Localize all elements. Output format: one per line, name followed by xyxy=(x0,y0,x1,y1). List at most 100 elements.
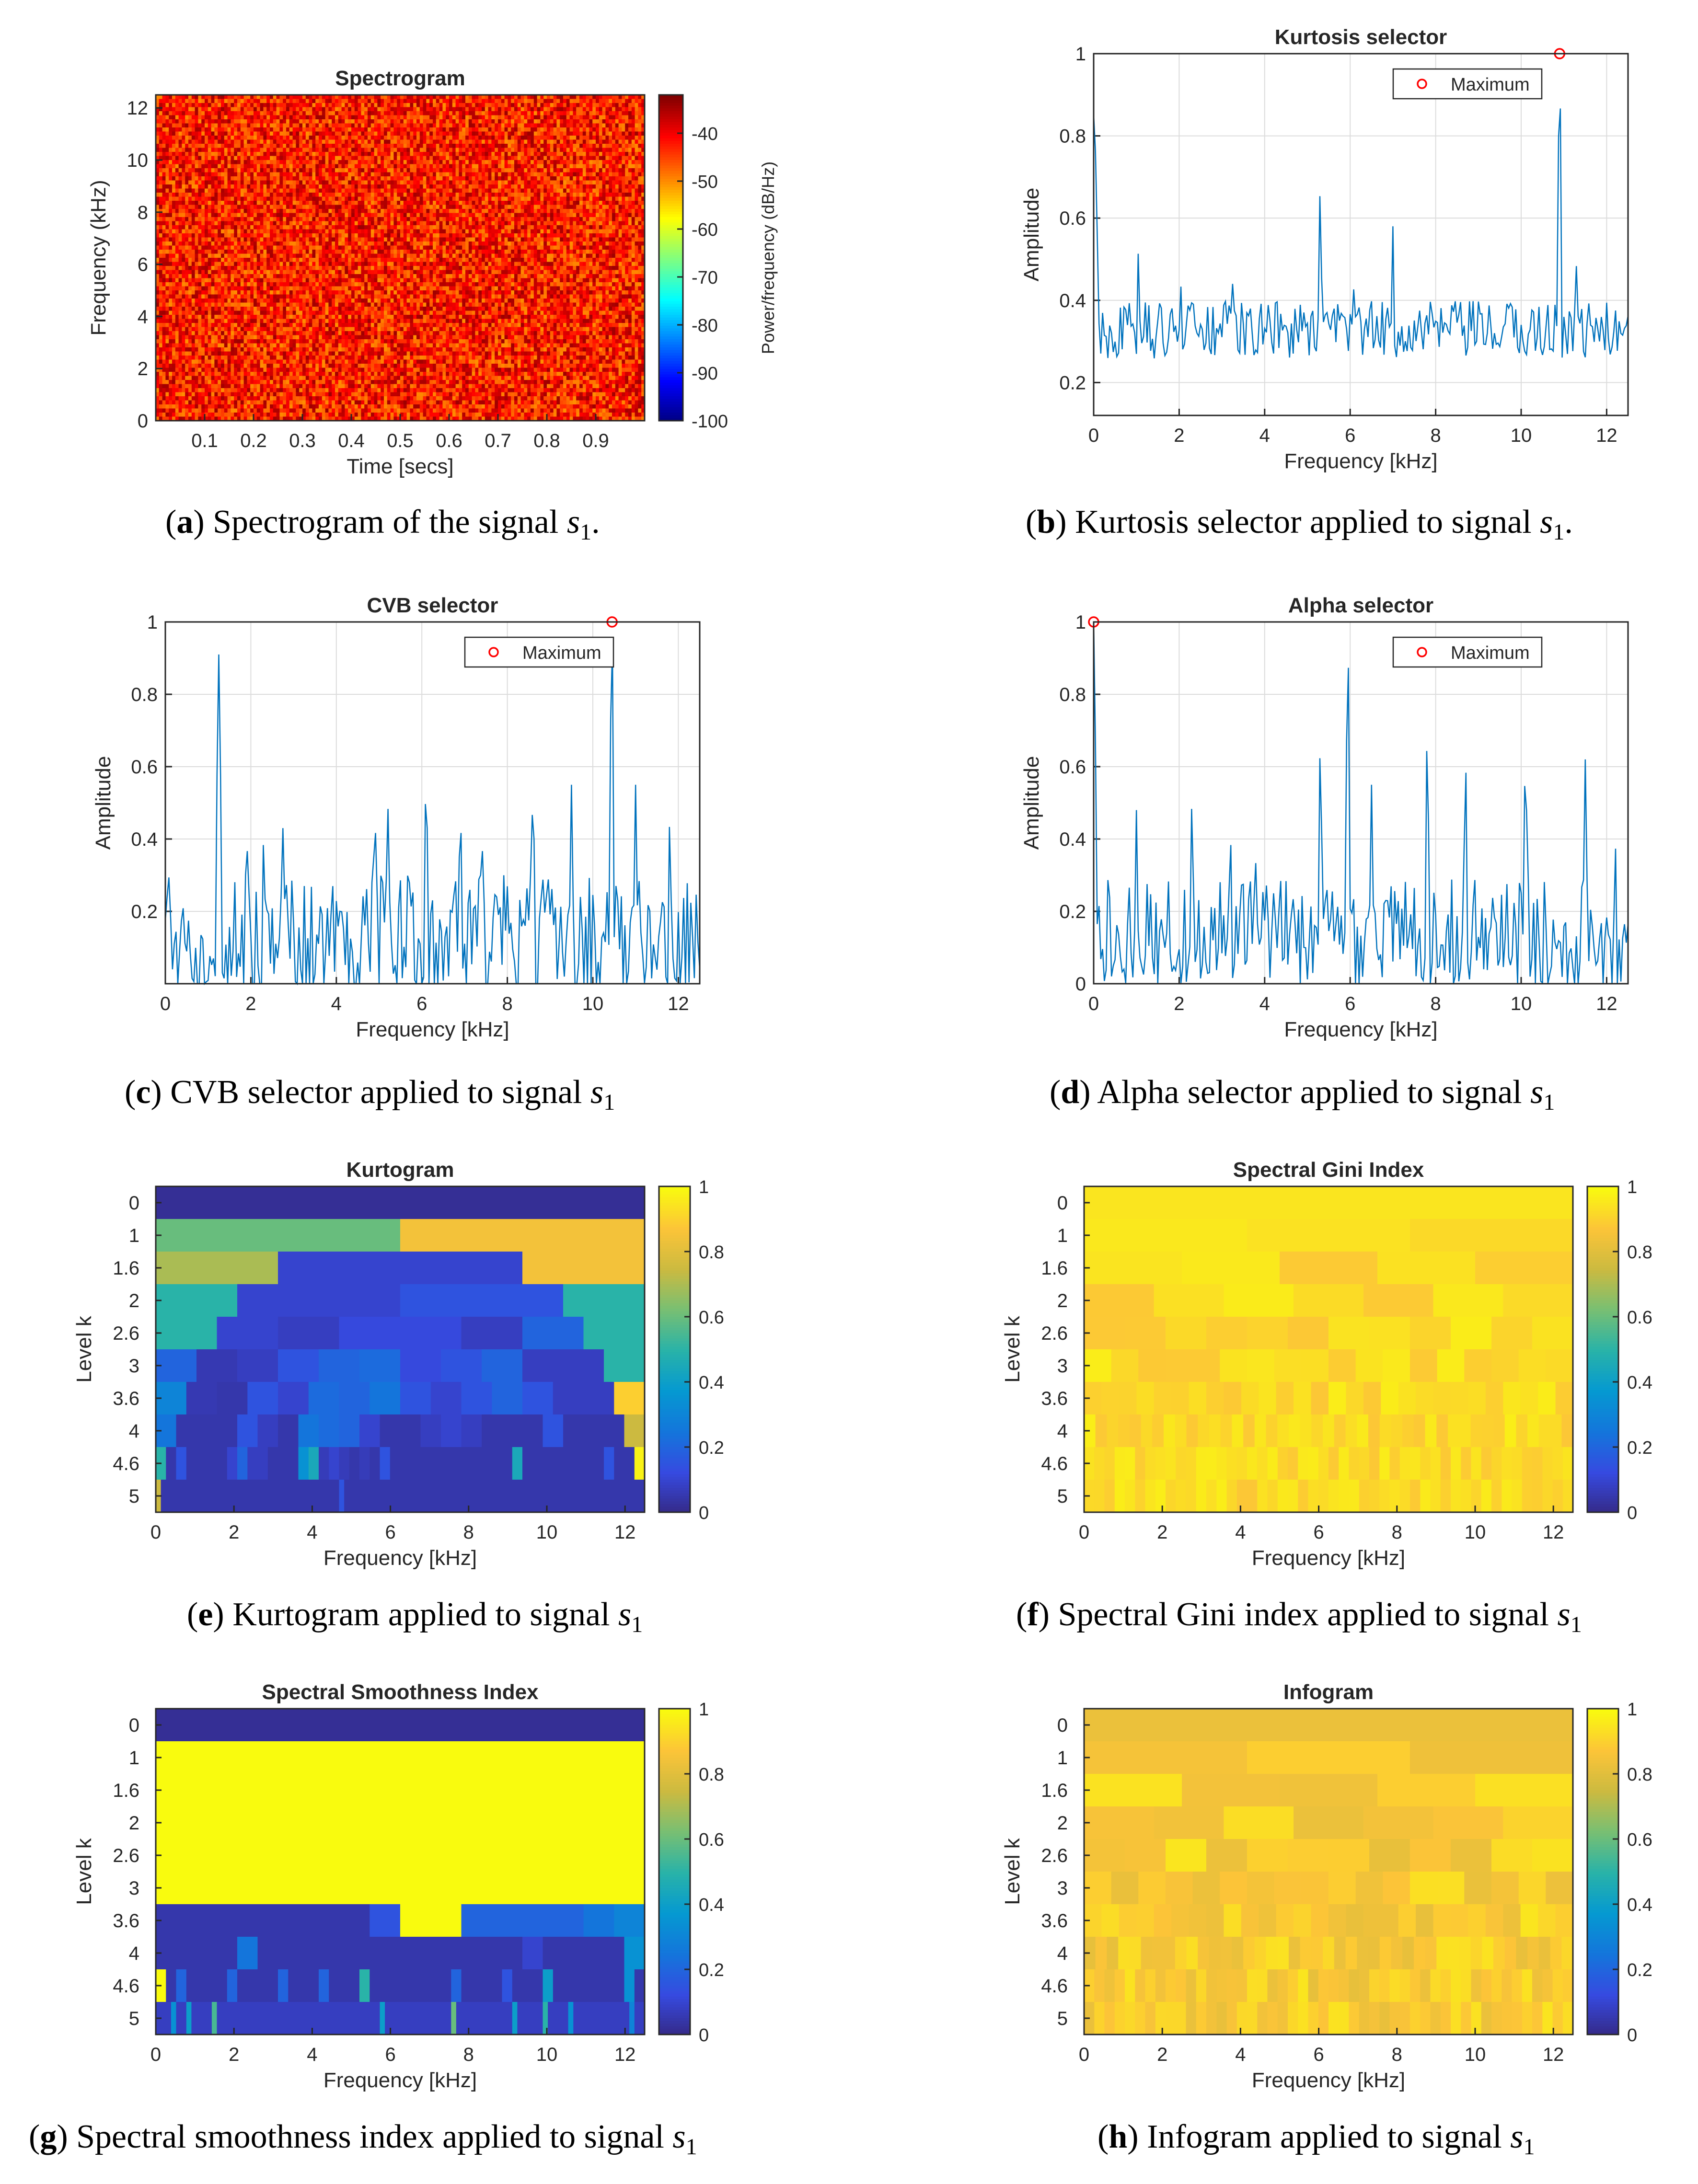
a-cell xyxy=(622,196,625,201)
a-cell xyxy=(485,144,489,149)
a-cell xyxy=(270,188,274,193)
a-cell xyxy=(527,156,531,161)
a-cell xyxy=(302,115,306,120)
a-cell xyxy=(596,196,600,201)
a-cell xyxy=(462,201,466,206)
a-cell xyxy=(387,103,391,108)
a-cell xyxy=(172,188,176,193)
a-cell xyxy=(191,184,196,189)
a-cell xyxy=(566,217,570,222)
a-cell xyxy=(364,139,368,144)
a-cell xyxy=(312,168,316,173)
a-cell xyxy=(573,107,577,112)
a-cell xyxy=(224,209,228,214)
a-cell xyxy=(338,209,342,214)
a-cell xyxy=(263,152,267,157)
a-cell xyxy=(335,111,339,116)
a-cell xyxy=(351,148,355,152)
a-cell xyxy=(381,119,384,124)
a-cell xyxy=(374,119,378,124)
a-cell xyxy=(465,164,469,169)
a-cell xyxy=(270,176,274,181)
a-cell xyxy=(511,95,515,100)
a-cell xyxy=(459,225,462,230)
a-cell xyxy=(231,127,234,132)
a-cell xyxy=(191,172,196,177)
a-cell xyxy=(302,139,306,144)
a-cell xyxy=(439,119,443,124)
a-cell xyxy=(433,193,437,197)
a-cell xyxy=(491,119,495,124)
a-cell xyxy=(256,160,261,165)
a-cell xyxy=(397,196,401,201)
a-cell xyxy=(560,168,564,173)
a-cell xyxy=(419,164,424,169)
a-cell xyxy=(524,176,528,181)
a-cell xyxy=(289,164,293,169)
a-cell xyxy=(175,107,179,112)
a-cell xyxy=(270,205,274,209)
a-cell xyxy=(201,127,205,132)
a-cell xyxy=(270,209,274,214)
a-cell xyxy=(410,168,414,173)
a-cell xyxy=(214,148,218,152)
a-cell xyxy=(351,213,355,218)
a-cell xyxy=(254,205,257,209)
a-cell xyxy=(612,99,616,103)
a-cell xyxy=(335,148,339,152)
a-cell xyxy=(296,123,300,128)
a-cell xyxy=(172,99,176,103)
a-cell xyxy=(586,111,589,116)
a-cell xyxy=(400,127,404,132)
a-cell xyxy=(520,172,524,177)
a-cell xyxy=(540,196,544,201)
a-cell xyxy=(328,188,332,193)
a-cell xyxy=(351,160,355,165)
a-cell xyxy=(419,136,424,140)
a-cell xyxy=(576,176,580,181)
a-cell xyxy=(540,193,544,197)
a-cell xyxy=(524,139,528,144)
a-cell xyxy=(517,144,521,149)
a-cell xyxy=(205,156,208,161)
a-cell xyxy=(384,127,388,132)
a-cell xyxy=(289,156,293,161)
a-cell xyxy=(423,148,427,152)
a-cell xyxy=(162,123,166,128)
a-cell xyxy=(569,123,573,128)
a-cell xyxy=(533,111,538,116)
a-cell xyxy=(302,225,306,230)
a-cell xyxy=(325,99,329,103)
a-cell xyxy=(182,193,185,197)
a-cell xyxy=(586,156,589,161)
a-cell xyxy=(439,168,443,173)
a-cell xyxy=(169,103,173,108)
a-cell xyxy=(547,103,551,108)
a-cell xyxy=(305,225,310,230)
a-cell xyxy=(309,193,312,197)
a-cell xyxy=(273,103,277,108)
a-cell xyxy=(270,115,274,120)
a-cell xyxy=(459,136,462,140)
a-cell xyxy=(488,168,492,173)
a-cell xyxy=(582,217,587,222)
a-cell xyxy=(531,148,534,152)
a-cell xyxy=(250,196,254,201)
a-cell xyxy=(159,205,163,209)
a-cell xyxy=(195,205,198,209)
a-cell xyxy=(586,205,589,209)
a-cell xyxy=(198,180,202,185)
a-cell xyxy=(165,176,169,181)
a-cell xyxy=(609,127,612,132)
a-cell xyxy=(491,209,495,214)
a-cell xyxy=(468,201,473,206)
a-cell xyxy=(227,107,231,112)
a-cell xyxy=(185,139,189,144)
a-cell xyxy=(243,127,247,132)
a-cell xyxy=(266,180,270,185)
a-cell xyxy=(508,205,511,209)
a-cell xyxy=(517,168,521,173)
a-cell xyxy=(605,152,609,157)
a-cell xyxy=(472,95,475,100)
a-cell xyxy=(446,221,450,226)
